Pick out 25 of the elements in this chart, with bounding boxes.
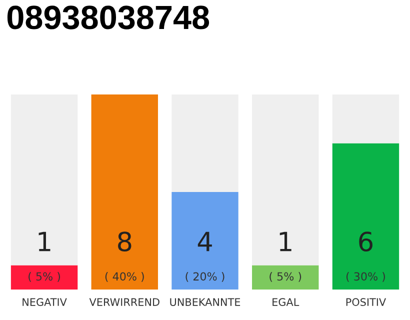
chart-title: 08938038748 xyxy=(7,6,210,30)
x-tick-label: EGAL xyxy=(272,298,300,306)
annotation: ( 20% ) xyxy=(186,272,224,282)
data-label: 4 xyxy=(198,232,212,252)
x-tick-label: POSITIV xyxy=(346,298,386,306)
bar xyxy=(172,192,238,290)
bar xyxy=(91,94,158,290)
bar xyxy=(10,265,78,290)
annotation: ( 5% ) xyxy=(270,272,302,282)
bar xyxy=(172,94,238,192)
data-label: 6 xyxy=(359,232,372,252)
data-label: 8 xyxy=(118,232,132,252)
x-tick-label: NEGATIV xyxy=(22,298,67,306)
annotation: ( 30% ) xyxy=(346,272,385,282)
bar xyxy=(10,94,78,266)
x-tick-label: VERWIRREND xyxy=(89,298,160,306)
data-label: 1 xyxy=(280,232,292,252)
x-tick-label: UNBEKANNTE xyxy=(170,298,240,306)
annotation: ( 5% ) xyxy=(28,272,60,282)
bar xyxy=(332,143,400,290)
bar xyxy=(252,94,319,266)
annotation: ( 40% ) xyxy=(105,272,144,282)
bar xyxy=(332,94,400,144)
data-label: 1 xyxy=(38,232,50,252)
bar xyxy=(252,265,319,290)
